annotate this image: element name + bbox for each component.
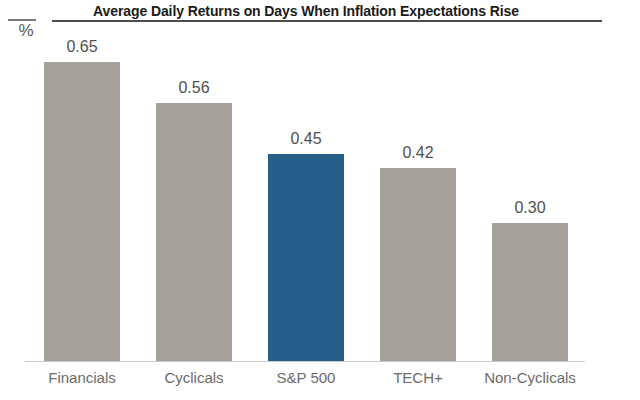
x-axis-label-financials: Financials xyxy=(26,369,138,387)
x-axis-label-s-p-500: S&P 500 xyxy=(250,369,362,387)
bar-value-label-tech: 0.42 xyxy=(378,144,458,162)
bar-chart: % Average Daily Returns on Days When Inf… xyxy=(0,0,640,400)
bar-value-label-non-cyclicals: 0.30 xyxy=(490,199,570,217)
bar-tech xyxy=(380,168,456,361)
bar-value-label-cyclicals: 0.56 xyxy=(154,79,234,97)
bar-cyclicals xyxy=(156,103,232,361)
x-axis-line xyxy=(25,361,585,362)
x-axis-label-cyclicals: Cyclicals xyxy=(138,369,250,387)
x-axis-label-non-cyclicals: Non-Cyclicals xyxy=(474,369,586,387)
bar-financials xyxy=(44,62,120,361)
bar-non-cyclicals xyxy=(492,223,568,361)
bar-value-label-s-p-500: 0.45 xyxy=(266,130,346,148)
x-axis-label-tech: TECH+ xyxy=(362,369,474,387)
bar-value-label-financials: 0.65 xyxy=(42,38,122,56)
bar-s-p-500 xyxy=(268,154,344,361)
plot-area: 0.65 Financials 0.56 Cyclicals 0.45 S&P 500 0.… xyxy=(0,0,640,400)
